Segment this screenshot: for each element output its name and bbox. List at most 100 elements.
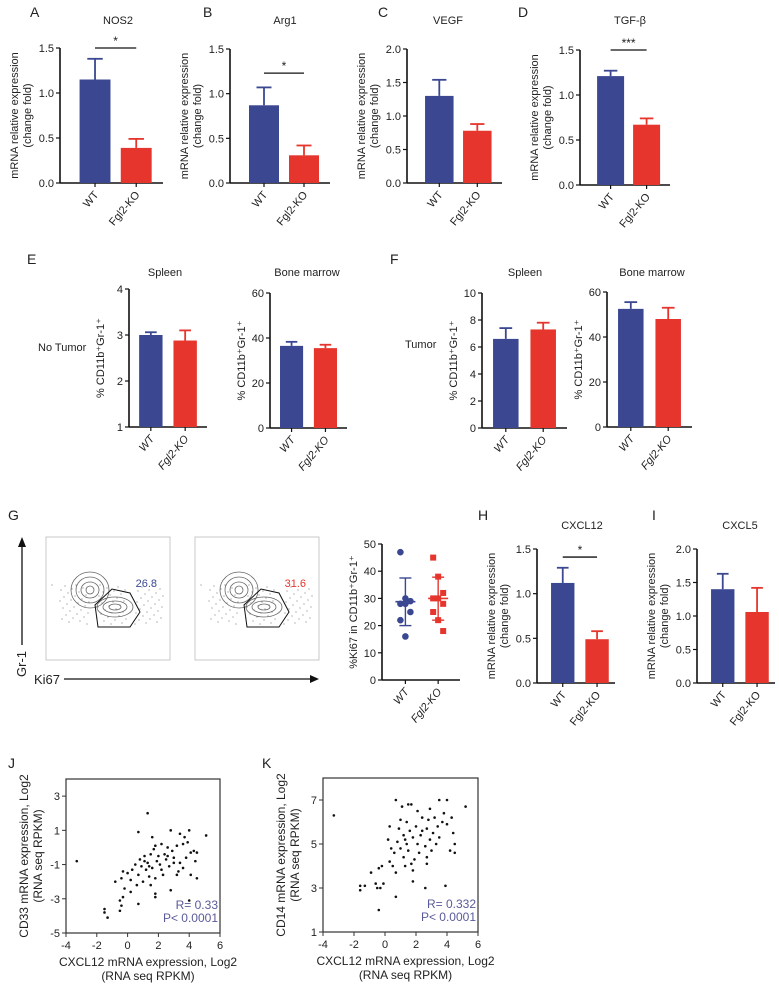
x-tick-label: 2 — [413, 939, 419, 951]
bar-Fgl2-KO — [173, 340, 197, 427]
stat-annotation: R= 0.33 — [176, 898, 219, 912]
x-category-label: WT — [549, 689, 569, 710]
event-dot — [161, 606, 163, 608]
bar-WT — [139, 335, 163, 427]
gate-percentage: 31.6 — [285, 578, 306, 590]
data-point — [167, 864, 171, 868]
panel-letter: I — [652, 507, 656, 523]
point-Fgl2-KO — [440, 628, 447, 635]
bar-WT — [711, 589, 735, 683]
event-dot — [123, 600, 125, 602]
data-point — [178, 861, 182, 865]
panel-letter: K — [262, 755, 272, 771]
event-dot — [225, 613, 227, 615]
bar-WT — [79, 79, 111, 183]
contour-line — [224, 576, 254, 604]
event-dot — [120, 593, 122, 595]
chart-title: CXCL12 — [561, 520, 603, 532]
data-point — [431, 831, 435, 835]
event-dot — [304, 592, 306, 594]
data-point — [363, 884, 367, 888]
data-point — [152, 847, 156, 851]
data-point — [146, 861, 149, 865]
y-tick-label: 0.5 — [39, 133, 54, 145]
y-tick-label: 1.5 — [386, 78, 401, 90]
event-dot — [290, 586, 292, 588]
data-point — [160, 868, 163, 871]
point-Fgl2-KO — [430, 609, 437, 615]
x-tick-label: -2 — [92, 940, 102, 952]
y-tick-label: 2 — [117, 376, 123, 388]
contour-line — [229, 581, 249, 599]
data-point — [410, 862, 413, 866]
event-dot — [261, 601, 263, 603]
data-point — [181, 842, 185, 846]
contour-line — [96, 596, 134, 618]
event-dot — [146, 611, 148, 613]
event-dot — [212, 596, 214, 598]
panel-A: A NOS2 0.0 0.5 1.0 1.5 mRNA relative expressio… — [9, 4, 163, 228]
data-point — [369, 871, 373, 874]
gate-percentage: 26.8 — [136, 578, 157, 590]
flow-x-label: Ki67 — [34, 672, 60, 687]
data-point — [453, 842, 457, 846]
y-tick-label: 10 — [364, 648, 376, 660]
y-tick-label: 20 — [252, 378, 264, 390]
data-point — [129, 878, 132, 882]
x-tick-label: 6 — [217, 940, 223, 952]
event-dot — [80, 609, 82, 611]
x-category-label: WT — [137, 432, 158, 454]
event-dot — [209, 589, 211, 591]
y-axis-label: % CD11b⁺Gr-1⁺ — [95, 318, 107, 398]
chart-title: TGF-β — [614, 15, 646, 27]
y-tick-label: 0 — [470, 423, 476, 435]
data-point — [187, 829, 191, 832]
y-axis-label: CD14 mRNA expression, Log2 — [274, 773, 288, 937]
bar-Fgl2-KO — [585, 639, 609, 683]
data-point — [411, 836, 415, 839]
data-point — [427, 818, 430, 822]
x-category-label: Fgl2-KO — [275, 189, 311, 228]
data-point — [411, 880, 415, 883]
x-category-label: Fgl2-KO — [568, 689, 604, 728]
contour-line — [245, 596, 283, 618]
y-tick-label: 1.0 — [676, 611, 691, 623]
y-tick-label: 0.5 — [676, 645, 691, 657]
data-point — [416, 842, 419, 846]
data-point — [164, 858, 168, 861]
event-dot — [270, 622, 272, 624]
event-dot — [233, 605, 235, 607]
data-point — [103, 907, 106, 911]
data-point — [118, 909, 122, 913]
panel-letter: B — [203, 4, 212, 20]
event-dot — [295, 611, 297, 613]
event-dot — [258, 594, 260, 596]
event-dot — [310, 606, 312, 608]
y-tick-label: 0.5 — [209, 133, 224, 145]
event-dot — [154, 603, 156, 605]
event-dot — [263, 619, 265, 621]
event-dot — [61, 618, 63, 620]
panel-C: C VEGF 0.0 0.5 1.0 1.5 2.0 mRNA relative expres… — [356, 4, 502, 228]
data-point — [428, 807, 432, 811]
event-dot — [106, 587, 108, 589]
point-WT — [397, 548, 404, 556]
data-point — [428, 838, 432, 841]
panel-letter: H — [478, 507, 488, 523]
y-tick-label: 10 — [464, 288, 476, 300]
data-point — [130, 868, 134, 871]
event-dot — [73, 606, 75, 608]
y-axis-label: % CD11b⁺Gr-1⁺ — [236, 320, 248, 400]
panel-J: J -4 -2 0 2 4 6 -5 -3 -1 1 3 CXCL12 mRNA expression,… — [8, 755, 237, 983]
event-dot — [297, 589, 299, 591]
event-dot — [228, 620, 230, 622]
data-point — [416, 809, 419, 813]
y-tick-label: 1.0 — [516, 589, 531, 601]
event-dot — [235, 623, 237, 625]
event-dot — [113, 590, 115, 592]
data-point — [375, 886, 379, 890]
x-tick-label: 6 — [475, 939, 481, 951]
event-dot — [306, 610, 308, 612]
data-point — [402, 833, 405, 837]
event-dot — [64, 585, 66, 587]
